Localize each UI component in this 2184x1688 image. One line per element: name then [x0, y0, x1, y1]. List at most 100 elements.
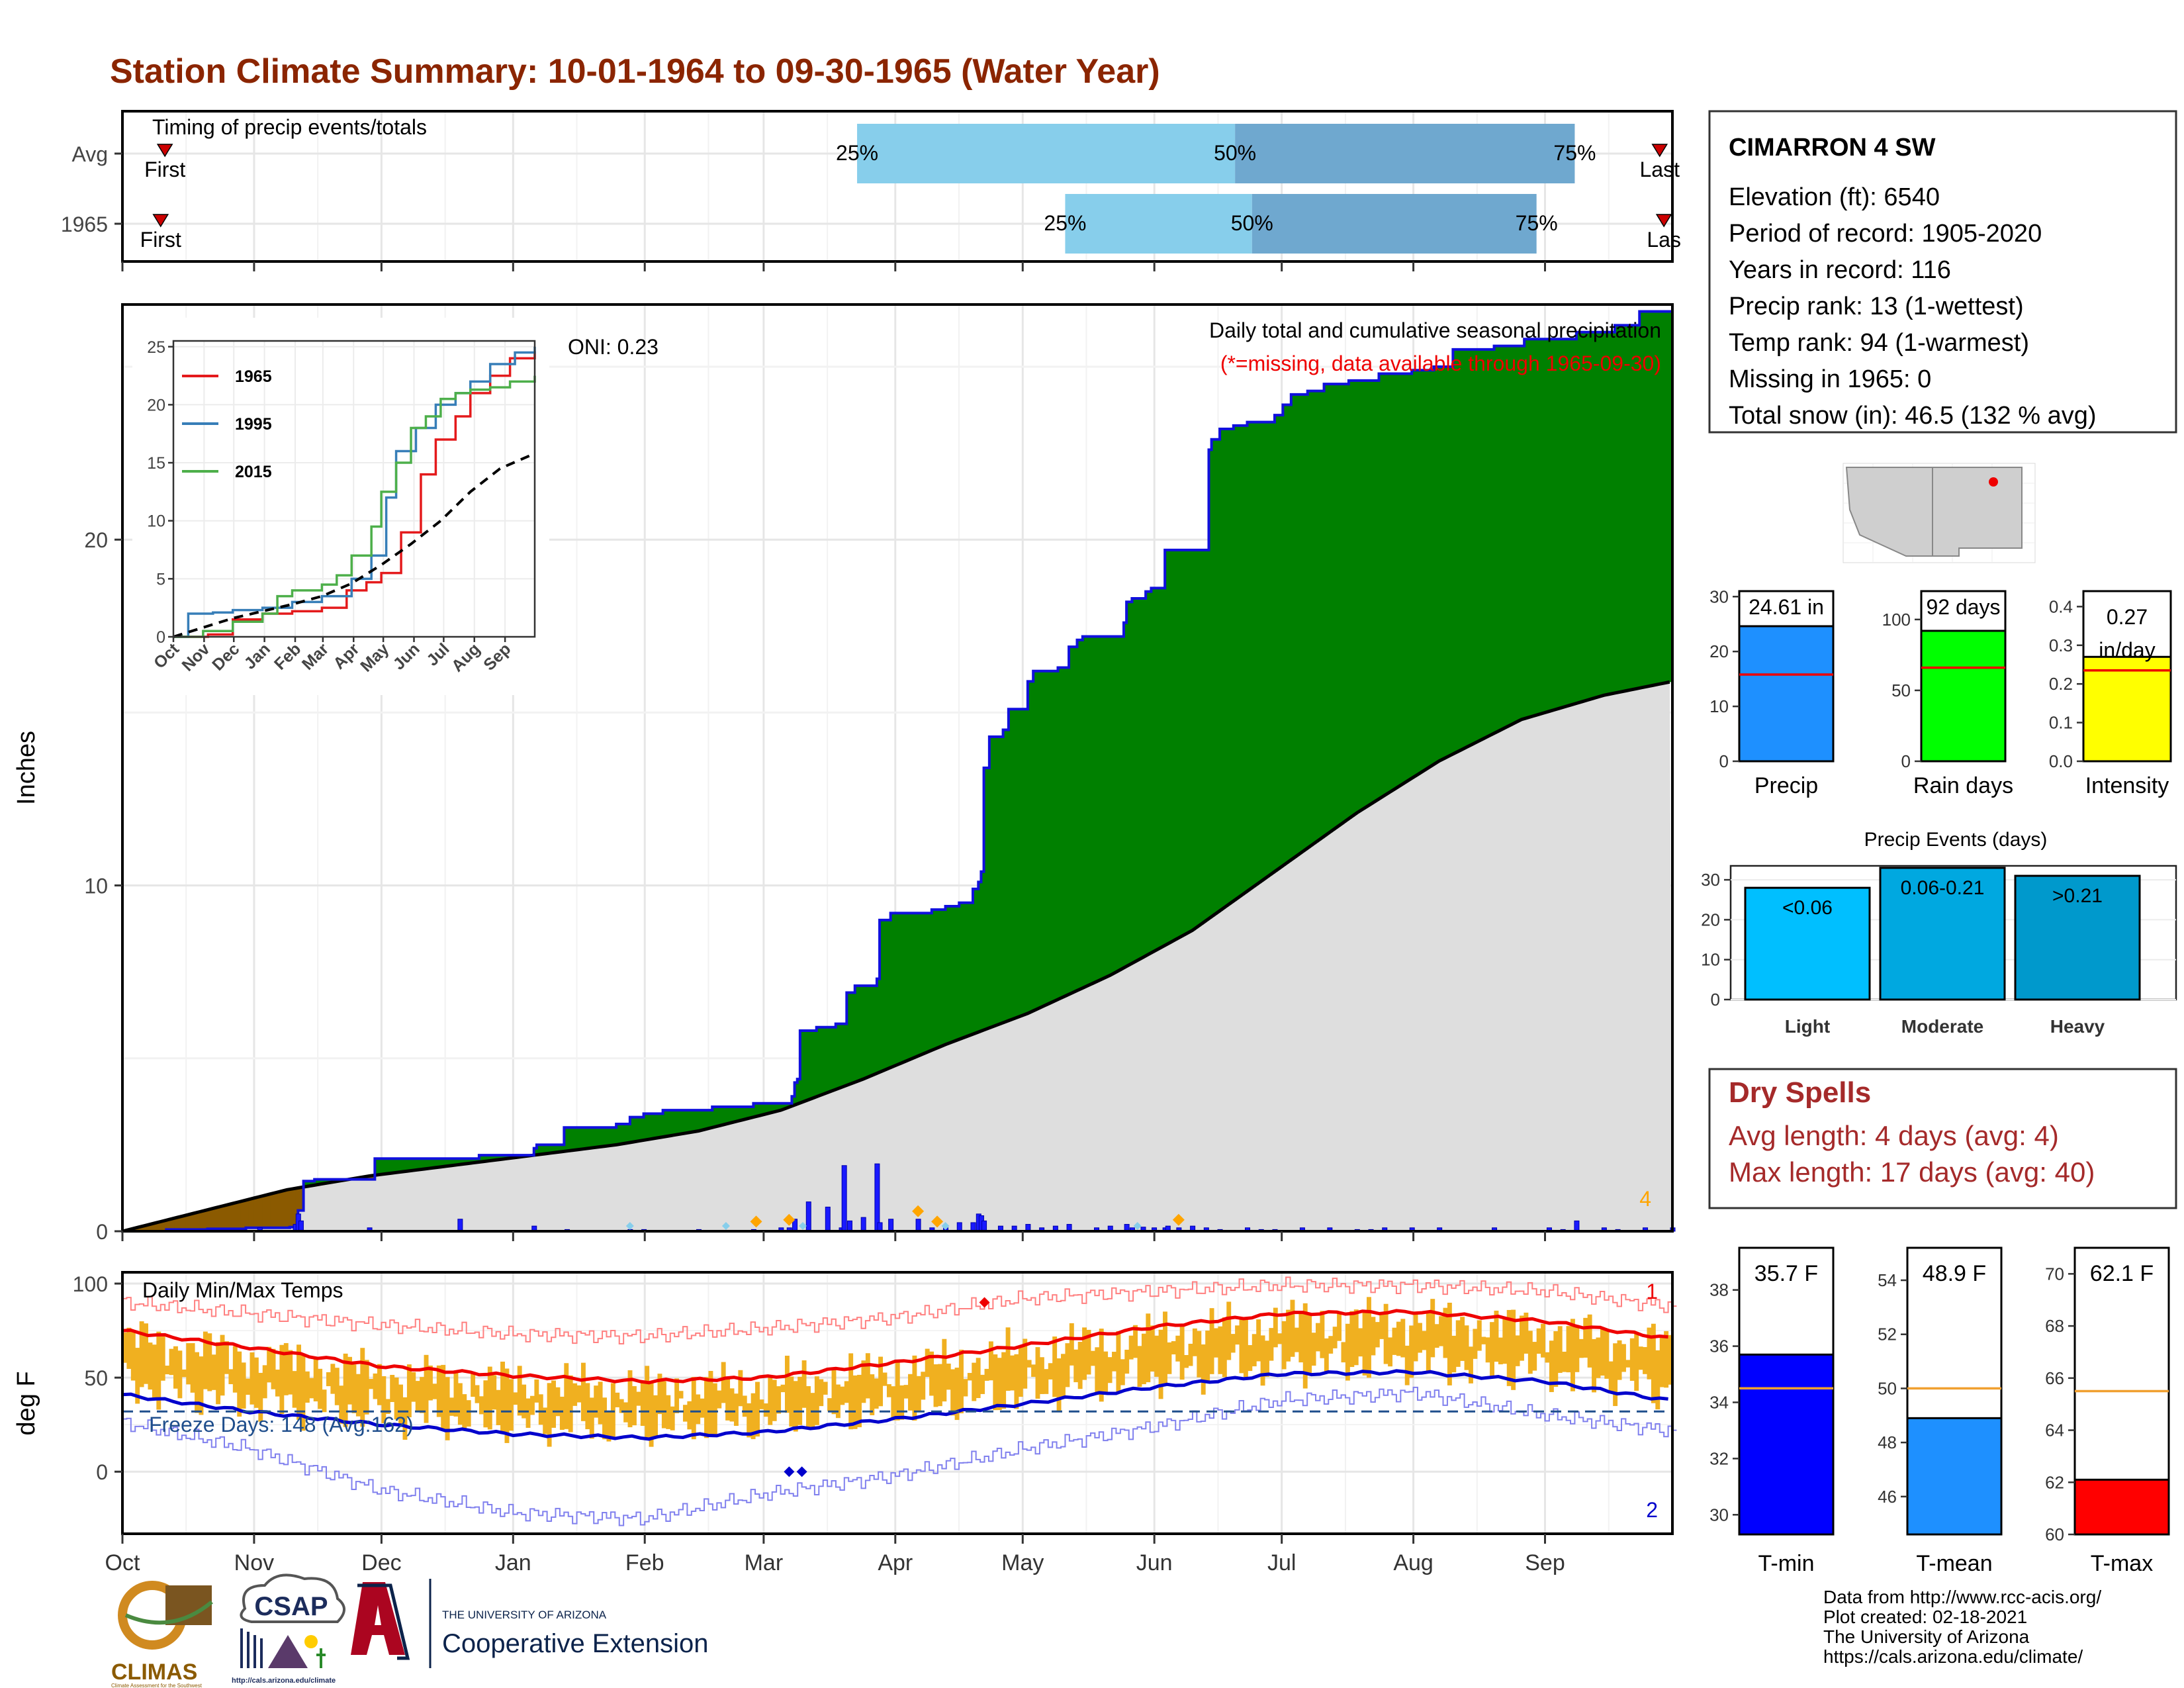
daily-temp-bar: [997, 1358, 1002, 1411]
above-average-fill: [1475, 349, 1479, 743]
daily-temp-bar: [1469, 1346, 1473, 1383]
daily-temp-bar: [181, 1369, 187, 1378]
daily-temp-bar: [351, 1364, 357, 1413]
above-average-fill: [1480, 349, 1484, 741]
above-average-fill: [1543, 339, 1547, 714]
above-average-fill: [377, 1158, 381, 1175]
above-average-fill: [1266, 422, 1270, 878]
daily-temp-bar: [1570, 1319, 1575, 1391]
above-average-fill: [594, 1127, 598, 1148]
daily-temp-bar: [1451, 1335, 1457, 1373]
station-info-line: Years in record: 116: [1729, 256, 1951, 284]
above-average-fill: [1085, 636, 1089, 987]
above-average-fill: [1250, 422, 1253, 890]
daily-temp-bar: [292, 1371, 297, 1408]
daily-temp-bar: [296, 1344, 301, 1420]
above-average-fill: [652, 1113, 655, 1139]
temp-summary-0-ytick-label: 36: [1709, 1336, 1729, 1356]
precip-summary-2-ytick-label: 0.1: [2049, 713, 2073, 733]
above-average-fill: [1384, 373, 1388, 796]
precip-summary-2-ytick-label: 0.0: [2049, 751, 2073, 771]
daily-precip-bar: [888, 1219, 894, 1232]
above-average-fill: [1595, 332, 1599, 698]
daily-temp-bar: [861, 1360, 866, 1403]
daily-temp-bar: [169, 1348, 174, 1376]
above-average-fill: [1148, 591, 1152, 955]
daily-temp-bar: [576, 1385, 582, 1403]
below-average-fill: [166, 1220, 170, 1230]
daily-precip-bar: [457, 1219, 463, 1232]
below-average-fill: [240, 1201, 244, 1229]
below-average-fill: [155, 1223, 159, 1231]
daily-temp-bar: [1065, 1343, 1070, 1387]
daily-temp-bar: [959, 1349, 964, 1414]
daily-temp-bar: [1018, 1346, 1023, 1397]
above-average-fill: [948, 906, 952, 1044]
above-average-fill: [591, 1127, 595, 1149]
precip-summary-value-line1: 0.27: [2107, 605, 2148, 629]
above-average-fill: [1233, 425, 1237, 902]
daily-temp-bar: [1128, 1335, 1134, 1360]
record-high-marker: [979, 1297, 990, 1308]
above-average-fill: [1425, 370, 1429, 770]
temp-ytick-label: 100: [73, 1272, 108, 1296]
daily-temp-bar: [1090, 1350, 1095, 1366]
timing-label-50: 50%: [1231, 211, 1273, 235]
daily-temp-bar: [712, 1383, 717, 1436]
page-title: Station Climate Summary: 10-01-1964 to 0…: [110, 52, 1160, 91]
precip-summary-1-ytick-label: 0: [1901, 751, 1911, 771]
daily-temp-bar: [343, 1353, 348, 1427]
daily-temp-bar: [776, 1386, 782, 1414]
above-average-fill: [825, 1027, 828, 1094]
daily-temp-bar: [529, 1395, 535, 1415]
inset-legend-label: 1995: [235, 415, 272, 434]
above-average-fill: [1633, 325, 1637, 690]
daily-temp-bar: [627, 1370, 633, 1428]
precip-events-bar-label: >0.21: [2052, 885, 2103, 907]
above-average-fill: [1623, 325, 1627, 692]
above-average-fill: [1113, 636, 1116, 974]
daily-temp-bar: [283, 1342, 289, 1395]
above-average-fill: [895, 913, 899, 1066]
above-average-fill: [921, 913, 924, 1055]
temp-summary-1-bar: [1906, 1417, 2003, 1536]
above-average-fill: [852, 992, 856, 1084]
above-average-fill: [437, 1158, 441, 1168]
daily-precip-bar: [825, 1206, 831, 1232]
daily-temp-bar: [1256, 1319, 1261, 1362]
inset-ytick-label: 20: [147, 396, 165, 414]
daily-temp-bar: [377, 1364, 382, 1405]
temp-summary-2-ytick-label: 62: [2045, 1472, 2064, 1492]
daily-temp-bar: [522, 1384, 527, 1419]
daily-temp-bar: [1311, 1333, 1316, 1366]
university-of-arizona-logo: THE UNIVERSITY OF ARIZONA Cooperative Ex…: [351, 1579, 708, 1668]
above-average-fill: [1409, 373, 1412, 780]
daily-temp-bar: [882, 1372, 887, 1386]
above-average-fill: [676, 1110, 680, 1135]
daily-temp-bar: [1422, 1331, 1427, 1350]
daily-temp-bar: [160, 1336, 165, 1381]
above-average-fill: [978, 882, 982, 1033]
above-average-fill: [1398, 373, 1402, 787]
above-average-fill: [844, 1023, 847, 1087]
above-average-fill: [459, 1158, 463, 1165]
daily-temp-bar: [398, 1384, 403, 1427]
daily-temp-bar: [1541, 1323, 1546, 1358]
daily-temp-bar: [1392, 1327, 1397, 1355]
precip-events-bar-moderate: [1879, 867, 2006, 1001]
daily-temp-bar: [500, 1361, 505, 1434]
daily-temp-bar: [1005, 1327, 1011, 1391]
daily-temp-bar: [933, 1364, 938, 1407]
station-name: CIMARRON 4 SW: [1729, 134, 1936, 162]
temp-summary-0-ytick-label: 30: [1709, 1505, 1729, 1524]
below-average-fill: [210, 1209, 214, 1229]
daily-temp-bar: [1201, 1344, 1206, 1395]
timing-bar-50-75: [1251, 194, 1537, 254]
daily-temp-bar: [275, 1370, 280, 1397]
month-label-jul: Jul: [1267, 1550, 1296, 1575]
above-average-fill: [1252, 422, 1256, 888]
precip-summary-0-ytick-label: 20: [1709, 641, 1729, 661]
above-average-fill: [1316, 391, 1319, 843]
above-average-fill: [495, 1155, 499, 1160]
precip-summary-1-ytick-label: 50: [1891, 680, 1911, 700]
